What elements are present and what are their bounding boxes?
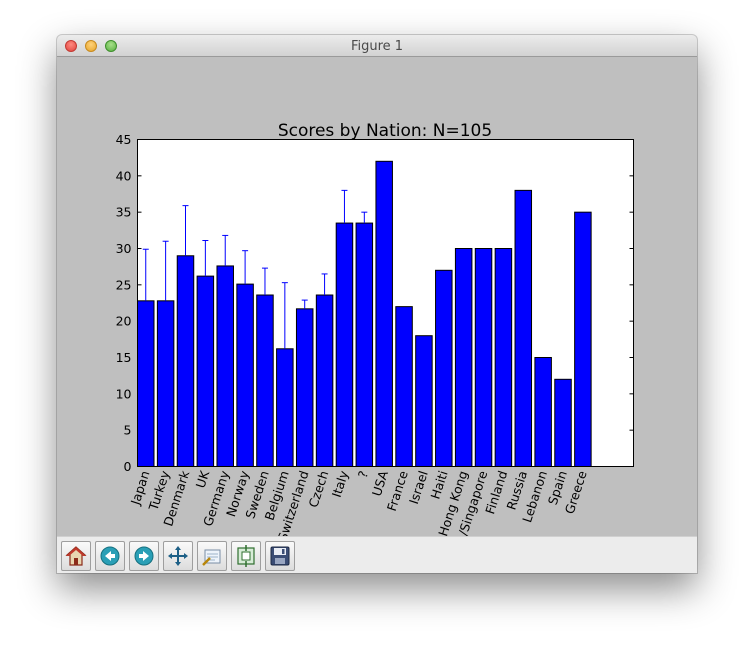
back-button[interactable] (95, 541, 125, 571)
zoom-window-button[interactable] (105, 40, 117, 52)
x-tick-label: UK (193, 468, 213, 490)
y-tick-label: 15 (116, 350, 132, 365)
navigation-toolbar (57, 536, 697, 573)
close-window-button[interactable] (65, 40, 77, 52)
bars (137, 160, 592, 468)
forward-button[interactable] (129, 541, 159, 571)
home-icon (65, 546, 87, 566)
bar (196, 275, 215, 467)
bar (216, 265, 234, 467)
bar (554, 378, 572, 467)
bar (534, 357, 552, 467)
bar (415, 335, 433, 468)
bar (574, 211, 592, 467)
bar (156, 300, 175, 467)
pan-button[interactable] (163, 541, 193, 571)
x-tick-label: Italy (329, 468, 352, 499)
figure-canvas[interactable]: Scores by Nation: N=105 0 5 10 15 20 25 30 35 40… (57, 57, 697, 562)
zoom-rectangle-icon (202, 549, 221, 566)
y-tick-label: 5 (124, 423, 132, 438)
subplots-button[interactable] (231, 541, 261, 571)
window-title: Figure 1 (350, 39, 404, 54)
y-tick-label: 25 (116, 277, 132, 292)
figure-window: Figure 1 Scores by Nation: N=105 0 5 10 15 2… (57, 35, 697, 573)
y-axis: 0 5 10 15 20 25 30 35 40 45 (116, 132, 634, 474)
zoom-button[interactable] (197, 541, 227, 571)
save-floppy-icon (270, 546, 290, 566)
bar (315, 294, 334, 467)
bar (375, 160, 393, 468)
bar (137, 300, 155, 467)
y-tick-label: 10 (116, 386, 132, 401)
back-arrow-icon (100, 546, 120, 566)
bar (435, 269, 453, 467)
bar (295, 308, 314, 467)
bar (335, 222, 354, 467)
y-tick-label: 40 (116, 168, 132, 183)
bar (494, 248, 513, 467)
y-tick-label: 20 (116, 314, 132, 329)
minimize-window-button[interactable] (85, 40, 97, 52)
bar (355, 222, 374, 467)
bar (454, 248, 473, 467)
save-button[interactable] (265, 541, 295, 571)
y-tick-label: 0 (124, 459, 132, 474)
move-arrows-icon (168, 546, 188, 566)
chart-title: Scores by Nation: N=105 (278, 121, 492, 141)
forward-arrow-icon (134, 546, 154, 566)
bar-chart: Scores by Nation: N=105 0 5 10 15 20 25 30 35 40… (116, 121, 634, 562)
bar (276, 348, 294, 467)
y-tick-label: 30 (116, 241, 132, 256)
home-button[interactable] (61, 541, 91, 571)
bar (474, 248, 493, 467)
subplots-config-icon (237, 545, 255, 567)
title-bar: Figure 1 (57, 35, 697, 57)
bar (514, 189, 533, 467)
bar (176, 255, 195, 467)
y-tick-label: 45 (116, 132, 132, 147)
bar (395, 306, 413, 467)
bar (256, 294, 274, 467)
y-tick-label: 35 (116, 205, 132, 220)
x-tick-label: ? (355, 469, 371, 480)
bar (236, 283, 254, 467)
